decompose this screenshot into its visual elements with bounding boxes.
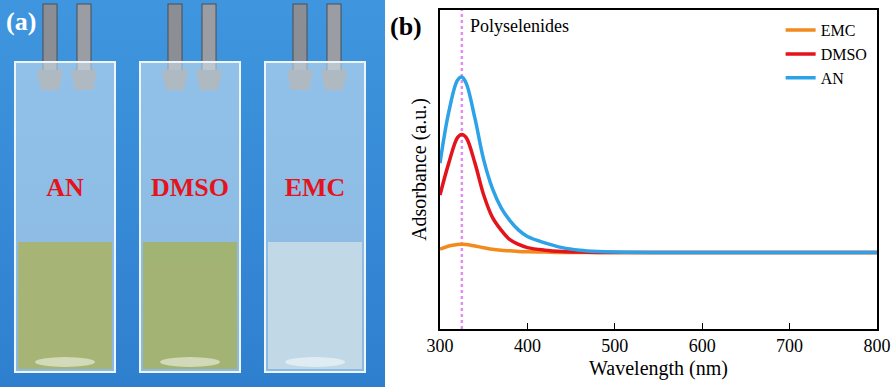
svg-text:300: 300 — [427, 336, 454, 356]
svg-text:Polyselenides: Polyselenides — [470, 16, 569, 36]
svg-text:(a): (a) — [6, 7, 36, 36]
svg-text:600: 600 — [689, 336, 716, 356]
svg-text:700: 700 — [776, 336, 803, 356]
svg-text:AN: AN — [46, 173, 84, 202]
svg-text:(b): (b) — [390, 12, 422, 41]
svg-text:Wavelength (nm): Wavelength (nm) — [589, 357, 728, 380]
svg-text:Adsorbance (a.u.): Adsorbance (a.u.) — [408, 98, 431, 241]
svg-text:DMSO: DMSO — [821, 46, 867, 63]
svg-text:EMC: EMC — [285, 173, 346, 202]
svg-text:AN: AN — [821, 70, 845, 87]
svg-text:400: 400 — [514, 336, 541, 356]
svg-text:500: 500 — [601, 336, 628, 356]
svg-text:EMC: EMC — [821, 22, 856, 39]
svg-text:DMSO: DMSO — [151, 173, 229, 202]
svg-text:800: 800 — [864, 336, 891, 356]
